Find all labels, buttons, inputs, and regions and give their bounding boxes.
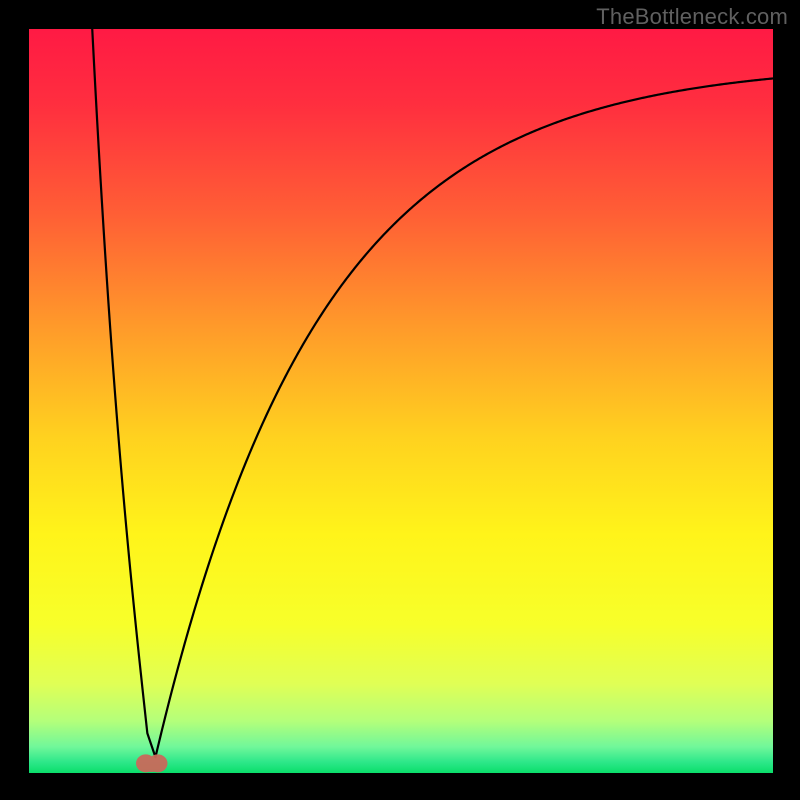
dip-marker (136, 754, 167, 772)
chart-frame: TheBottleneck.com (0, 0, 800, 800)
watermark-text: TheBottleneck.com (596, 4, 788, 30)
plot-svg (29, 29, 773, 773)
